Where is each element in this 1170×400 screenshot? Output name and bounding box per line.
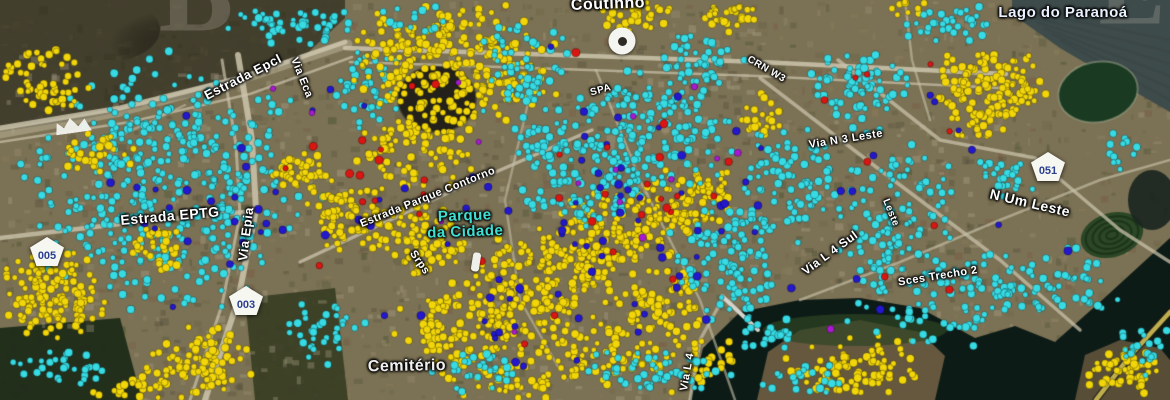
monument-circle-icon [608, 27, 636, 55]
